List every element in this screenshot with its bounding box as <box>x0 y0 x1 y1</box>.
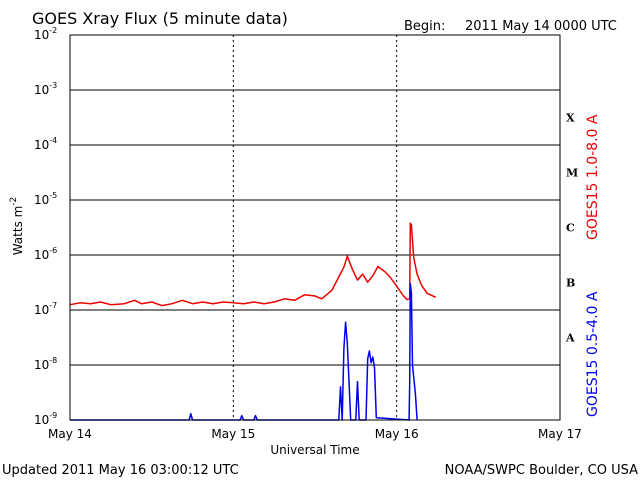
plot-frame <box>69 34 561 421</box>
flare-class-labels: X M C B A <box>565 112 578 345</box>
y-tick-label: 10-7 <box>34 301 57 317</box>
series-long-line <box>69 222 437 307</box>
y-tick-label: 10-4 <box>34 136 57 152</box>
x-tick-label: May 17 <box>538 427 582 441</box>
y-axis-label: Watts m-2 <box>9 197 25 256</box>
chart-title: GOES Xray Flux (5 minute data) <box>32 9 288 28</box>
legend-short-channel: GOES15 0.5-4.0 A <box>585 291 601 417</box>
x-tick-labels: May 14 May 15 May 16 May 17 <box>48 427 582 441</box>
flare-class-label: C <box>566 222 575 235</box>
x-tick-label: May 14 <box>48 427 92 441</box>
plot-series <box>69 222 437 421</box>
legend-long-channel: GOES15 1.0-8.0 A <box>585 114 601 240</box>
y-tick-label: 10-2 <box>34 26 57 42</box>
credit-text: NOAA/SWPC Boulder, CO USA <box>445 463 638 478</box>
x-tick-label: May 16 <box>375 427 419 441</box>
y-tick-label: 10-6 <box>34 246 57 262</box>
updated-timestamp: Updated 2011 May 16 03:00:12 UTC <box>2 463 239 478</box>
begin-value: 2011 May 14 0000 UTC <box>465 19 617 34</box>
y-tick-label: 10-3 <box>34 81 57 97</box>
y-tick-label: 10-9 <box>34 411 57 427</box>
y-tick-label: 10-5 <box>34 191 57 207</box>
grid <box>70 34 560 421</box>
y-tick-labels: 10-2 10-3 10-4 10-5 10-6 10-7 10-8 10-9 <box>34 26 57 427</box>
flare-class-label: X <box>566 112 575 125</box>
flare-class-label: A <box>565 332 575 345</box>
x-tick-label: May 15 <box>211 427 255 441</box>
flare-class-label: B <box>566 277 575 290</box>
begin-label: Begin: <box>404 19 445 34</box>
x-axis-label: Universal Time <box>270 443 359 457</box>
y-tick-label: 10-8 <box>34 356 57 372</box>
flare-class-label: M <box>566 167 578 180</box>
